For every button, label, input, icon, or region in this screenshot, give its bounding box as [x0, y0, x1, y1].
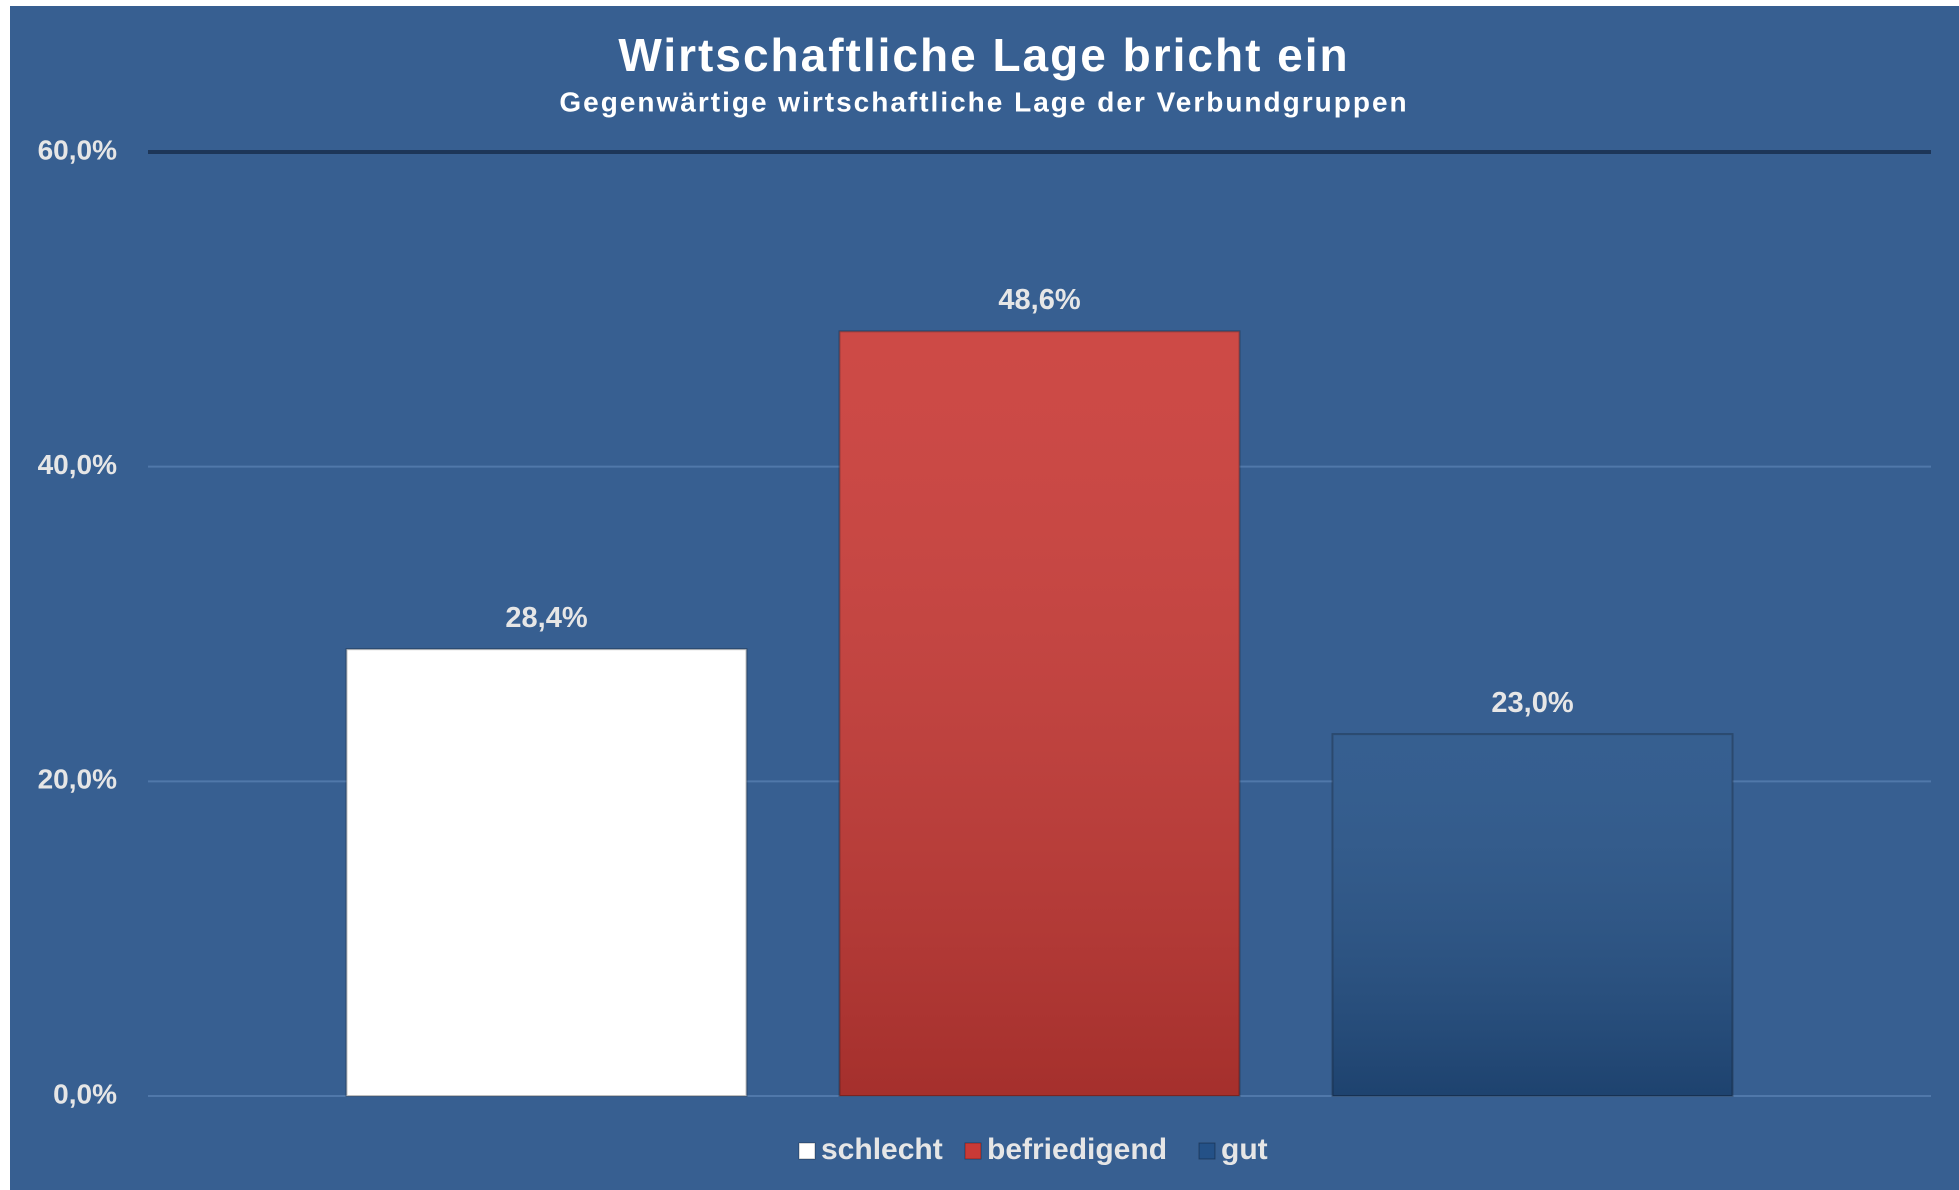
- bar-shade: [1332, 734, 1733, 1096]
- legend-label: befriedigend: [987, 1133, 1167, 1166]
- legend-label: schlecht: [821, 1133, 943, 1166]
- data-label: 23,0%: [1491, 687, 1573, 719]
- data-label: 48,6%: [998, 284, 1080, 316]
- chart-subtitle: Gegenwärtige wirtschaftliche Lage der Ve…: [559, 86, 1408, 117]
- bar-shade: [839, 331, 1240, 1096]
- legend-swatch: [1198, 1142, 1216, 1160]
- y-tick-label: 0,0%: [53, 1078, 117, 1109]
- y-tick-label: 20,0%: [38, 764, 117, 795]
- legend-label: gut: [1221, 1133, 1268, 1166]
- chart-title: Wirtschaftliche Lage bricht ein: [618, 29, 1349, 81]
- bar: [345, 648, 748, 1097]
- y-tick-label: 40,0%: [38, 449, 117, 480]
- legend-swatch: [964, 1142, 982, 1160]
- y-tick-label: 60,0%: [38, 134, 117, 165]
- data-label: 28,4%: [505, 602, 587, 634]
- legend-swatch: [798, 1142, 816, 1160]
